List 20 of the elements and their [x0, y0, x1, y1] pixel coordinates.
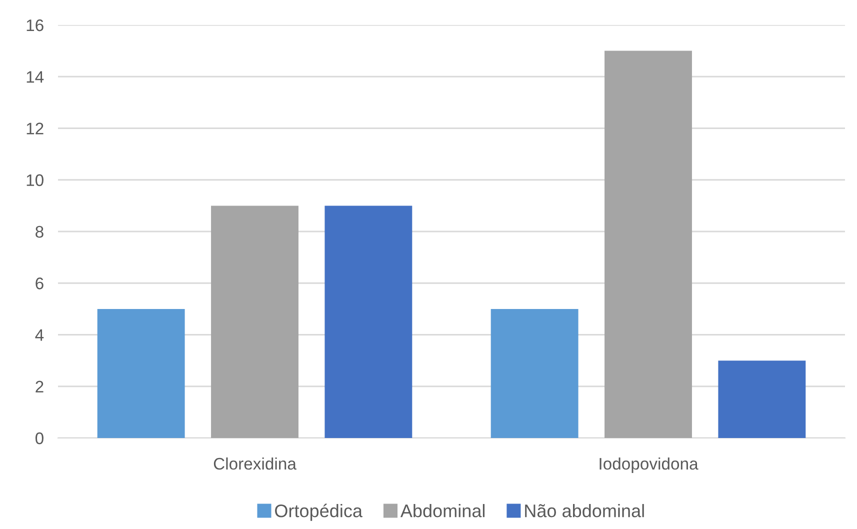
y-tick-label: 0 [35, 432, 44, 444]
y-tick-label: 10 [26, 174, 44, 186]
x-tick-label: Iodopovidona [600, 457, 698, 473]
bar [604, 50, 692, 438]
y-tick-label: 12 [26, 122, 44, 134]
x-tick-label: Clorexidina [214, 457, 296, 470]
y-tick-label: 14 [26, 71, 44, 83]
y-tick-label: 4 [35, 329, 44, 341]
legend-label: Abdominal [400, 504, 485, 518]
y-tick-label: 6 [36, 278, 44, 290]
bar [718, 360, 806, 438]
bar [324, 206, 412, 438]
bar [97, 308, 185, 438]
bar [490, 308, 578, 438]
y-tick-label: 2 [36, 380, 44, 392]
y-tick-label: 16 [26, 19, 44, 32]
legend-label: Ortopédica [275, 504, 362, 521]
bar [211, 206, 298, 438]
y-tick-label: 8 [36, 226, 44, 238]
legend-label: Não abdominal [525, 504, 644, 518]
